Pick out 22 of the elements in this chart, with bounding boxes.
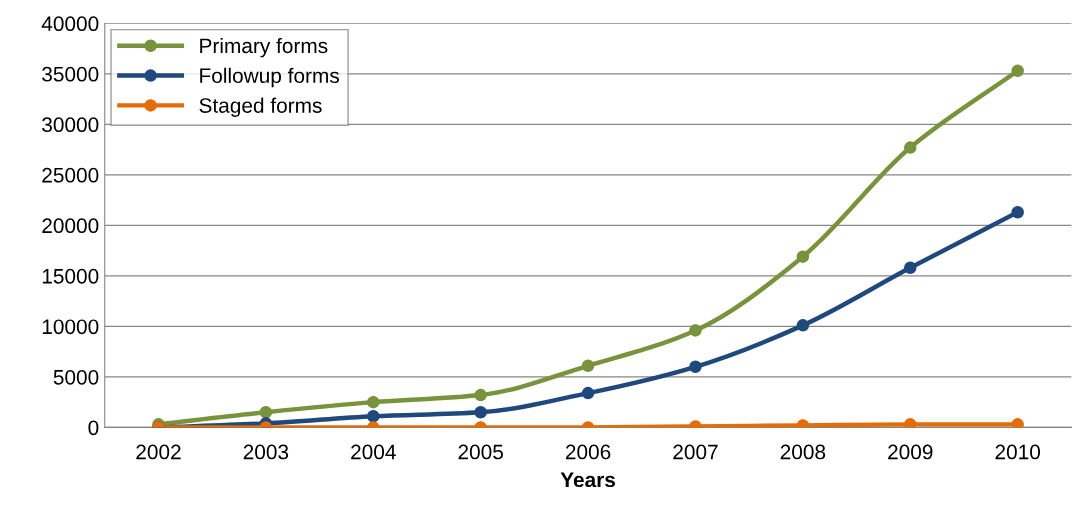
x-tick-label: 2010 <box>995 444 1041 460</box>
legend-label: Primary forms <box>200 37 328 58</box>
y-tick-label: 15000 <box>42 268 99 284</box>
x-axis-title: Years <box>560 472 616 488</box>
y-tick-label: 0 <box>88 420 99 436</box>
y-tick-label: 40000 <box>41 16 99 32</box>
x-tick-label: 2007 <box>673 444 718 460</box>
x-tick-label: 2006 <box>565 444 611 460</box>
y-tick-label: 20000 <box>42 218 99 234</box>
y-tick-label: 10000 <box>42 319 99 335</box>
x-tick-label: 2003 <box>243 444 289 460</box>
y-tick-label: 35000 <box>42 66 99 82</box>
x-tick-label: 2004 <box>351 444 396 460</box>
legend-label: Staged forms <box>199 97 322 117</box>
x-tick-label: 2008 <box>780 444 826 460</box>
y-tick-label: 5000 <box>53 369 99 385</box>
x-tick-label: 2002 <box>136 444 181 460</box>
x-tick-label: 2009 <box>888 444 933 460</box>
legend-label: Followup forms <box>200 67 339 88</box>
y-tick-label: 25000 <box>42 167 99 183</box>
y-tick-label: 30000 <box>42 117 99 133</box>
x-tick-label: 2005 <box>458 444 503 460</box>
